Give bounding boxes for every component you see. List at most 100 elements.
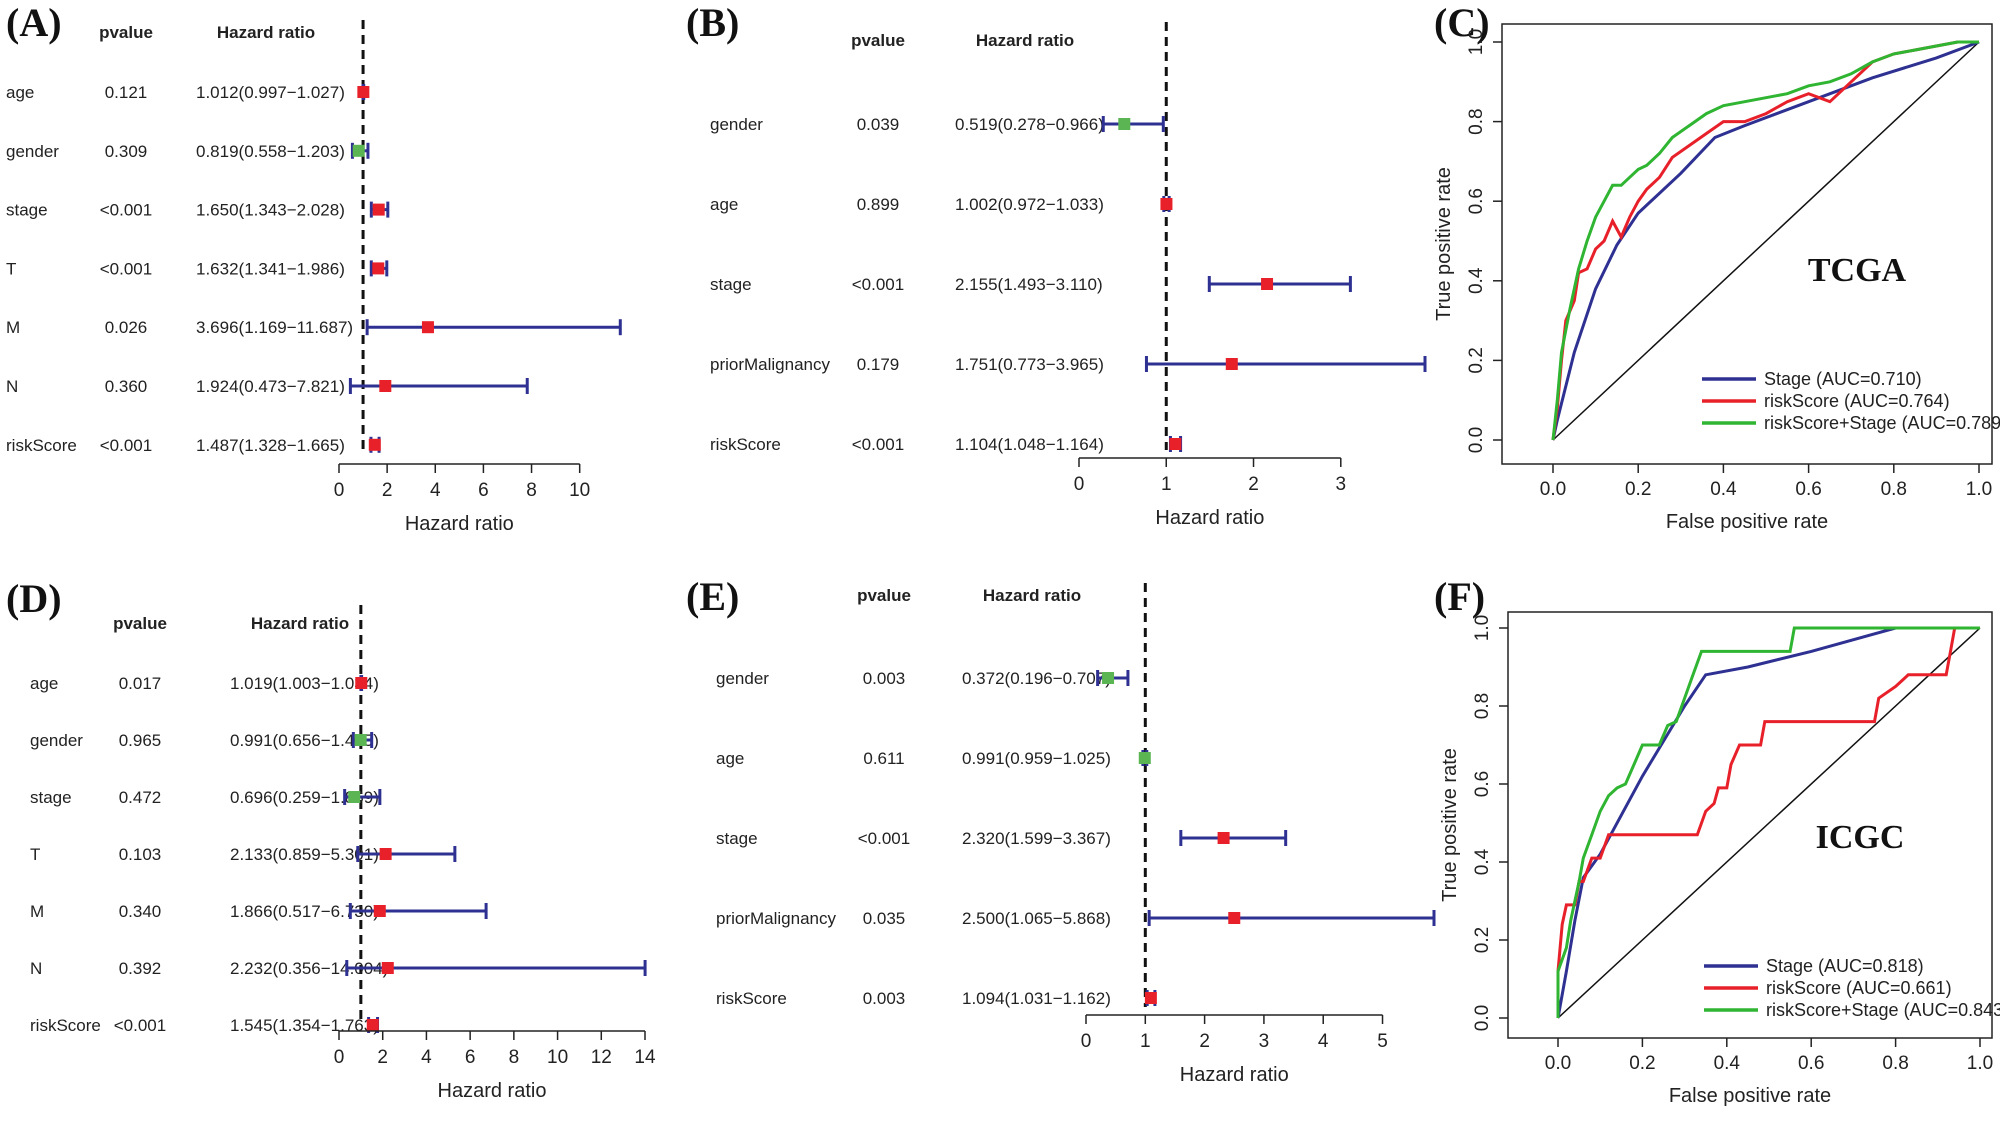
hazard-ratio-marker bbox=[366, 1019, 379, 1031]
variable-name: gender bbox=[710, 115, 763, 134]
variable-name: gender bbox=[6, 142, 59, 161]
hazard-ratio-cell: 1.545(1.354−1.763) bbox=[230, 1016, 379, 1035]
hazard-ratio-cell: 1.751(0.773−3.965) bbox=[955, 355, 1104, 374]
pvalue-cell: 0.309 bbox=[105, 142, 148, 161]
variable-name: priorMalignancy bbox=[710, 355, 830, 374]
forest-plot-4: (E) pvalue Hazard ratio gender 0.003 0.372(0.… bbox=[686, 574, 1436, 1086]
x-tick-label: 2 bbox=[377, 1047, 388, 1068]
hazard-ratio-cell: 1.019(1.003−1.034) bbox=[230, 674, 379, 693]
hazard-ratio-marker bbox=[354, 734, 367, 746]
legend-entry: riskScore (AUC=0.764) bbox=[1764, 391, 1950, 411]
hazard-ratio-marker bbox=[368, 438, 381, 451]
y-tick-label: 0.4 bbox=[1472, 848, 1493, 875]
pvalue-header: pvalue bbox=[857, 586, 911, 605]
forest-plot-3: (D) pvalue Hazard ratio age 0.017 1.019(1.003… bbox=[6, 576, 656, 1102]
hazard-ratio-cell: 1.866(0.517−6.730) bbox=[230, 902, 379, 921]
hazard-ratio-marker bbox=[1102, 672, 1115, 684]
x-tick-label: 10 bbox=[547, 1047, 568, 1068]
variable-name: N bbox=[30, 959, 42, 978]
roc-plot-5: (F) 0.0 0.0 0.2 0.2 0.4 0.4 0.6 0.6 0.8 0.8 1.0 1.0 F… bbox=[1434, 574, 2000, 1107]
variable-name: T bbox=[30, 845, 40, 864]
panel-label: (C) bbox=[1434, 0, 1490, 45]
hazard-ratio-marker bbox=[1217, 832, 1230, 844]
hazard-ratio-cell: 1.487(1.328−1.665) bbox=[196, 436, 345, 455]
diagonal-reference bbox=[1552, 41, 1980, 441]
x-tick-label: 5 bbox=[1377, 1031, 1388, 1052]
pvalue-cell: 0.035 bbox=[863, 909, 906, 928]
y-tick-label: 0.2 bbox=[1466, 347, 1487, 373]
panel-label: (B) bbox=[686, 0, 739, 45]
hazard-ratio-cell: 3.696(1.169−11.687) bbox=[196, 318, 353, 337]
variable-name: age bbox=[30, 674, 58, 693]
x-axis: 0 1 2 3 4 5 Hazard ratio bbox=[1081, 1014, 1388, 1086]
pvalue-cell: 0.003 bbox=[863, 989, 906, 1008]
pvalue-cell: 0.121 bbox=[105, 83, 148, 102]
x-tick-label: 0.6 bbox=[1798, 1053, 1824, 1074]
x-tick-label: 3 bbox=[1259, 1031, 1270, 1052]
hazard-ratio-marker bbox=[372, 262, 385, 275]
hazard-ratio-cell: 0.991(0.656−1.495) bbox=[230, 731, 379, 750]
hazard-ratio-cell: 2.155(1.493−3.110) bbox=[955, 275, 1103, 294]
hazard-ratio-marker bbox=[372, 203, 385, 216]
variable-name: M bbox=[30, 902, 44, 921]
y-tick-label: 0.2 bbox=[1472, 927, 1493, 953]
x-axis: 0 1 2 3 Hazard ratio bbox=[1074, 457, 1346, 529]
panel-label: (F) bbox=[1434, 574, 1485, 619]
pvalue-cell: 0.965 bbox=[119, 731, 162, 750]
plot-frame bbox=[1501, 23, 1993, 465]
pvalue-cell: 0.360 bbox=[105, 377, 148, 396]
pvalue-cell: 0.899 bbox=[857, 195, 900, 214]
x-tick-label: 0 bbox=[334, 480, 345, 501]
pvalue-cell: <0.001 bbox=[852, 435, 904, 454]
pvalue-cell: 0.026 bbox=[105, 318, 148, 337]
hazard-ratio-cell: 1.650(1.343−2.028) bbox=[196, 201, 345, 220]
panel-label: (A) bbox=[6, 0, 62, 45]
hazard-ratio-header: Hazard ratio bbox=[976, 31, 1074, 50]
x-tick-label: 8 bbox=[526, 480, 537, 501]
x-axis: 0 2 4 6 8 10 Hazard ratio bbox=[334, 463, 590, 535]
x-tick-label: 2 bbox=[1199, 1031, 1210, 1052]
x-tick-label: 0.0 bbox=[1545, 1053, 1571, 1074]
cohort-label: ICGC bbox=[1816, 819, 1905, 856]
roc-curve-roc_stage bbox=[1556, 626, 1980, 1019]
y-tick-label: 1.0 bbox=[1472, 615, 1493, 641]
variable-name: age bbox=[716, 749, 744, 768]
hazard-ratio-marker bbox=[1261, 278, 1274, 290]
roc-plot-2: (C) 0.0 0.0 0.2 0.2 0.4 0.4 0.6 0.6 0.8 0.8 1.0 1.0 F… bbox=[1433, 0, 2000, 533]
pvalue-cell: 0.611 bbox=[863, 749, 904, 768]
roc-curve-roc_combined bbox=[1556, 626, 1980, 1018]
x-tick-label: 0.0 bbox=[1540, 479, 1566, 500]
hazard-ratio-marker bbox=[379, 380, 392, 392]
variable-name: age bbox=[710, 195, 738, 214]
x-tick-label: 1 bbox=[1161, 474, 1172, 495]
x-tick-label: 0.8 bbox=[1881, 479, 1907, 500]
hazard-ratio-marker bbox=[381, 962, 394, 974]
y-tick-label: 0.8 bbox=[1466, 108, 1487, 134]
hazard-ratio-marker bbox=[352, 144, 365, 157]
x-tick-label: 0.4 bbox=[1714, 1053, 1741, 1074]
hazard-ratio-marker bbox=[1169, 438, 1182, 450]
hazard-ratio-header: Hazard ratio bbox=[217, 23, 315, 42]
pvalue-cell: 0.392 bbox=[119, 959, 162, 978]
variable-name: stage bbox=[30, 788, 72, 807]
legend-entry: Stage (AUC=0.818) bbox=[1766, 956, 1924, 976]
hazard-ratio-cell: 0.991(0.959−1.025) bbox=[962, 749, 1111, 768]
x-tick-label: 14 bbox=[634, 1047, 656, 1068]
x-axis-title: Hazard ratio bbox=[405, 513, 514, 535]
hazard-ratio-marker bbox=[379, 848, 392, 860]
x-tick-label: 0 bbox=[1074, 474, 1085, 495]
variable-name: M bbox=[6, 318, 20, 337]
hazard-ratio-marker bbox=[421, 321, 434, 334]
variable-name: stage bbox=[6, 201, 48, 220]
hazard-ratio-marker bbox=[355, 677, 368, 689]
legend: Stage (AUC=0.710)riskScore (AUC=0.764)ri… bbox=[1702, 369, 2000, 433]
legend-entry: riskScore+Stage (AUC=0.789) bbox=[1764, 413, 2000, 433]
y-axis-title: True positive rate bbox=[1439, 748, 1461, 902]
plot-frame bbox=[1507, 611, 1993, 1039]
hazard-ratio-header: Hazard ratio bbox=[983, 586, 1081, 605]
x-tick-label: 0 bbox=[334, 1047, 345, 1068]
legend-entry: riskScore+Stage (AUC=0.843) bbox=[1766, 1000, 2000, 1020]
hazard-ratio-marker bbox=[1144, 992, 1157, 1004]
legend-entry: Stage (AUC=0.710) bbox=[1764, 369, 1922, 389]
